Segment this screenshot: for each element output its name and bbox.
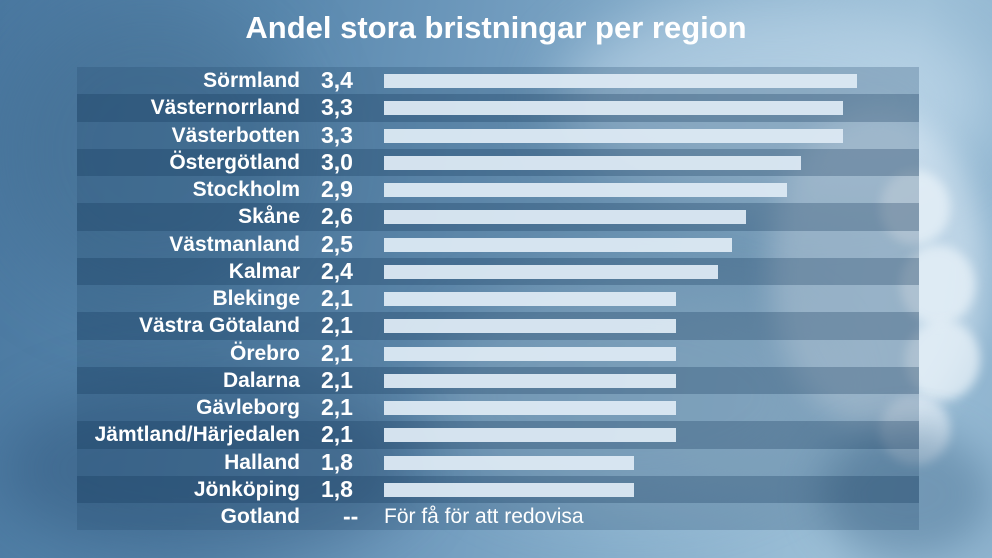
bar — [384, 482, 635, 497]
bar-row: Halland 1,8 — [77, 448, 919, 476]
value-label: 3,4 — [321, 67, 353, 93]
value-label: -- — [343, 503, 359, 529]
value-label: 1,8 — [321, 475, 353, 502]
background-toe-shape — [880, 395, 950, 465]
value-label: 2,1 — [321, 312, 353, 339]
value-label: 1,8 — [321, 448, 353, 475]
value-label: 2,1 — [321, 366, 353, 393]
bar — [384, 264, 718, 279]
bar-row: Gotland -- För få för att redovisa — [77, 503, 919, 531]
category-label: Skåne — [238, 205, 300, 229]
category-label: Gävleborg — [196, 396, 300, 419]
bar — [384, 428, 677, 443]
value-label: 2,1 — [321, 421, 353, 448]
bar-row: Skåne 2,6 — [77, 203, 919, 231]
value-label: 2,1 — [321, 285, 353, 311]
value-label: 3,3 — [321, 121, 353, 148]
background-highlight — [430, 280, 830, 510]
category-label: Västra Götaland — [138, 314, 300, 338]
category-label: Jämtland/Härjedalen — [94, 423, 300, 447]
background-shadow — [0, 0, 300, 300]
category-label: Sörmland — [203, 69, 300, 92]
value-label: 2,1 — [321, 339, 353, 366]
bar-row: Västra Götaland 2,1 — [77, 312, 919, 340]
annotation-text: För få för att redovisa — [384, 505, 584, 528]
chart-title: Andel stora bristningar per region — [245, 10, 747, 45]
bar-row: Örebro 2,1 — [77, 339, 919, 367]
background-toe-shape — [880, 170, 950, 245]
category-label: Örebro — [229, 341, 300, 365]
bar — [384, 74, 857, 88]
bar-row: Sörmland 3,4 — [77, 67, 919, 95]
bar — [384, 237, 732, 252]
bar-row: Västerbotten 3,3 — [77, 121, 919, 149]
bar — [384, 373, 677, 388]
background-shadow — [820, 430, 992, 558]
bar — [384, 455, 635, 470]
background-toe-shape — [900, 245, 975, 325]
category-label: Gotland — [220, 505, 300, 528]
value-label: 2,4 — [321, 257, 353, 284]
bar — [384, 346, 677, 361]
bar-row: Kalmar 2,4 — [77, 257, 919, 285]
bar-row: Västmanland 2,5 — [77, 230, 919, 258]
bar — [384, 319, 677, 334]
category-label: Västernorrland — [150, 96, 300, 120]
category-label: Dalarna — [222, 368, 300, 392]
value-label: 3,3 — [321, 94, 353, 121]
category-label: Halland — [224, 450, 300, 474]
value-label: 2,9 — [321, 176, 353, 202]
category-label: Västmanland — [169, 232, 300, 256]
bar-row: Blekinge 2,1 — [77, 285, 919, 313]
value-label: 2,6 — [321, 203, 353, 230]
category-label: Östergötland — [169, 150, 300, 174]
bar-chart: Sörmland 3,4 Västernorrland 3,3 Västerbotten… — [77, 67, 919, 531]
value-label: 2,1 — [321, 394, 353, 420]
category-label: Stockholm — [192, 178, 300, 201]
category-label: Västerbotten — [171, 123, 300, 147]
category-label: Kalmar — [228, 259, 300, 283]
bar-row: Dalarna 2,1 — [77, 366, 919, 394]
bar — [384, 101, 844, 116]
bar-row: Östergötland 3,0 — [77, 148, 919, 176]
bar-row: Gävleborg 2,1 — [77, 394, 919, 422]
bar — [384, 210, 746, 225]
bar-row: Jönköping 1,8 — [77, 475, 919, 503]
bar — [384, 128, 844, 143]
background-shadow — [0, 380, 420, 558]
bar — [384, 292, 677, 306]
background-toe-shape — [905, 320, 980, 400]
bar-row: Västernorrland 3,3 — [77, 94, 919, 122]
bar — [384, 401, 677, 415]
value-label: 3,0 — [321, 148, 353, 175]
bar — [384, 183, 788, 197]
category-label: Blekinge — [212, 287, 300, 310]
bar-row: Jämtland/Härjedalen 2,1 — [77, 421, 919, 449]
bar — [384, 155, 802, 170]
value-label: 2,5 — [321, 230, 353, 257]
bar-row: Stockholm 2,9 — [77, 176, 919, 204]
category-label: Jönköping — [193, 477, 300, 501]
